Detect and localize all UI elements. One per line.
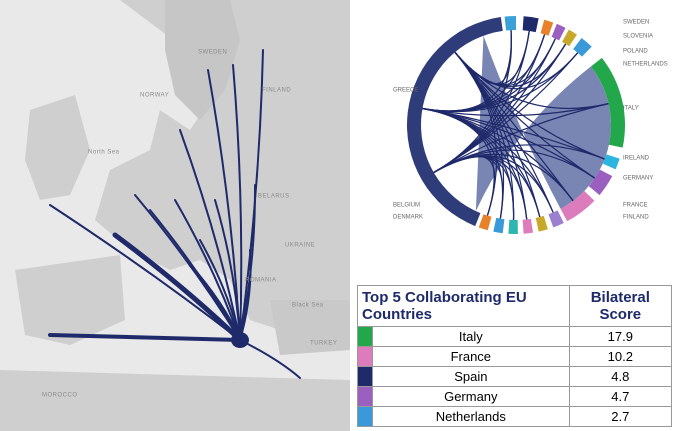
land — [0, 370, 350, 431]
country-cell: Germany — [372, 386, 570, 407]
table-row: Germany 4.7 — [357, 386, 673, 407]
map-label: FINLAND — [262, 88, 291, 94]
route-line — [214, 199, 241, 341]
score-cell: 10.2 — [568, 346, 673, 367]
color-swatch — [357, 326, 373, 347]
chord-link — [433, 103, 609, 174]
land — [165, 0, 240, 120]
land — [15, 255, 125, 345]
color-swatch — [357, 366, 373, 387]
chord-label: SWEDEN — [623, 20, 649, 26]
chord-segment — [540, 19, 554, 36]
land — [270, 300, 350, 355]
chord-segment — [573, 37, 592, 57]
chord-label: IRELAND — [623, 156, 650, 162]
country-cell: Italy — [372, 326, 570, 347]
chord-label: FINLAND — [623, 215, 649, 221]
score-cell: 17.9 — [568, 326, 673, 347]
chord-diagram: SWEDEN SLOVENIA POLAND NETHERLANDS ITALY… — [393, 16, 668, 234]
chord-segment — [522, 16, 539, 33]
score-cell: 4.8 — [568, 366, 673, 387]
chord-segment — [551, 23, 566, 41]
map: SWEDEN NORWAY FINLAND North Sea BELARUS … — [0, 0, 350, 431]
chord-link — [454, 51, 609, 110]
map-label: MOROCCO — [42, 393, 78, 399]
chord-label: BELGIUM — [393, 203, 420, 209]
table-row: France 10.2 — [357, 346, 673, 367]
map-label: SWEDEN — [198, 50, 227, 56]
country-cell: Spain — [372, 366, 570, 387]
table-header: Top 5 Collaborating EU Countries — [357, 285, 570, 327]
chord-label: NETHERLANDS — [623, 62, 668, 68]
route-line — [239, 184, 257, 341]
color-swatch — [357, 346, 373, 367]
route-line — [232, 64, 243, 341]
chord-segment — [602, 154, 620, 170]
score-cell: 4.7 — [568, 386, 673, 407]
route-line — [188, 263, 242, 342]
chord-label: GERMANY — [623, 176, 653, 182]
route-line — [179, 129, 241, 341]
table-row: Italy 17.9 — [357, 326, 673, 347]
chord-segment — [560, 190, 595, 222]
route-line — [199, 239, 241, 341]
chord-label: DENMARK — [393, 215, 423, 221]
chord-segment — [407, 17, 503, 227]
chord-segment — [590, 57, 625, 148]
chord-segment — [508, 219, 518, 234]
score-table: Top 5 Collaborating EU Countries Bilater… — [357, 285, 673, 427]
table-header: Bilateral Score — [568, 285, 673, 327]
chord-segment — [562, 29, 577, 47]
map-label: North Sea — [88, 150, 120, 156]
map-label: Black Sea — [292, 303, 324, 309]
chord-segment — [478, 214, 492, 231]
chord-segment — [522, 218, 534, 234]
country-cell: Netherlands — [372, 406, 570, 427]
chord-segment — [493, 217, 505, 234]
country-cell: France — [372, 346, 570, 367]
chord-segment — [535, 215, 548, 232]
table-row: Spain 4.8 — [357, 366, 673, 387]
score-cell: 2.7 — [568, 406, 673, 427]
chord-label: GREECE — [393, 88, 418, 94]
route-line — [112, 232, 243, 343]
map-label: TURKEY — [310, 341, 337, 347]
chord-label: SLOVENIA — [623, 34, 653, 40]
map-label: ROMANIA — [245, 278, 277, 284]
map-label: UKRAINE — [285, 243, 315, 249]
map-label: NORWAY — [140, 93, 169, 99]
chord-label: POLAND — [623, 49, 648, 55]
route-line — [49, 204, 241, 341]
chord-segment — [588, 169, 613, 196]
table-row: Netherlands 2.7 — [357, 406, 673, 427]
chord-label: FRANCE — [623, 203, 648, 209]
chord-link — [454, 51, 498, 216]
color-swatch — [357, 386, 373, 407]
route-line — [174, 199, 241, 341]
origin-marker — [231, 332, 249, 348]
land — [25, 95, 90, 200]
map-label: BELARUS — [258, 194, 290, 200]
chord-segment — [548, 210, 564, 228]
color-swatch — [357, 406, 373, 427]
route-line — [48, 333, 242, 342]
chord-segment — [504, 16, 516, 31]
chord-label: ITALY — [623, 106, 639, 112]
chord-link — [433, 52, 579, 174]
